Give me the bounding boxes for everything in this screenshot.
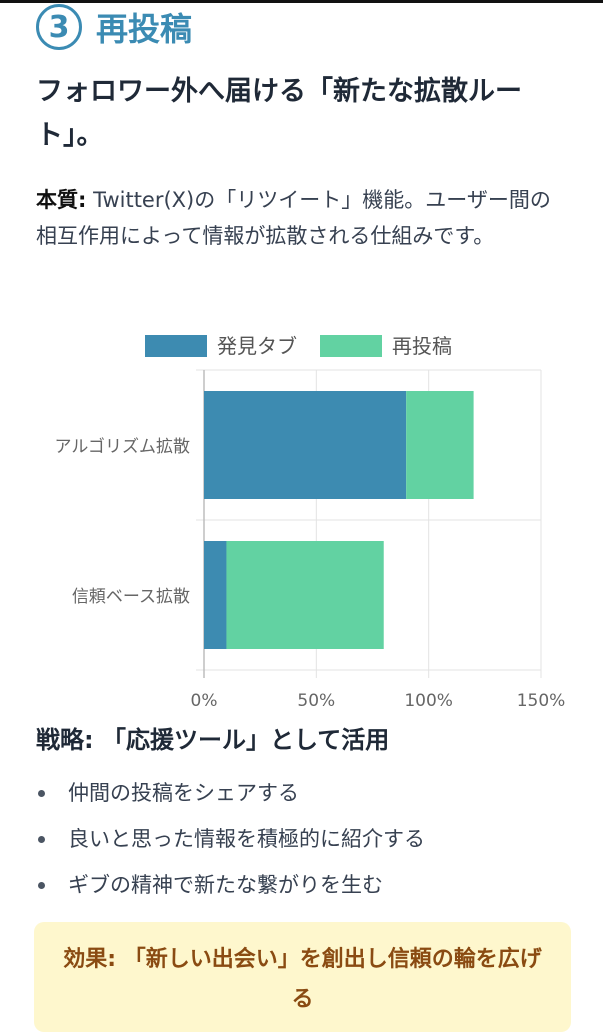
section-subtitle: フォロワー外へ届ける「新たな拡散ルート」。 — [36, 76, 522, 151]
bar-segment — [406, 391, 474, 499]
bullet-dot-icon — [38, 790, 45, 797]
chart-tick-labels: 0% 50% 100% 150% — [191, 691, 566, 711]
legend-label: 発見タブ — [217, 334, 297, 358]
essence-label: 本質: — [36, 188, 87, 212]
list-item: ギブの精神で新たな繋がりを生む — [36, 862, 425, 908]
list-item: 仲間の投稿をシェアする — [36, 770, 425, 816]
legend-label: 再投稿 — [392, 334, 452, 358]
x-tick-label: 50% — [297, 691, 335, 711]
section-header: 3 再投稿 — [36, 4, 192, 50]
x-tick-label: 0% — [191, 691, 218, 711]
bar-segment — [204, 391, 407, 499]
list-item-text: 良いと思った情報を積極的に紹介する — [68, 827, 425, 851]
x-tick-label: 100% — [404, 691, 453, 711]
bar-segment — [204, 541, 227, 649]
list-item: 良いと思った情報を積極的に紹介する — [36, 816, 425, 862]
legend-swatch — [145, 335, 207, 357]
list-item-text: ギブの精神で新たな繋がりを生む — [68, 873, 383, 897]
chart-bars — [204, 391, 474, 649]
legend-swatch — [320, 335, 382, 357]
essence-paragraph: 本質: Twitter(X)の「リツイート」機能。ユーザー間の相互作用によって情… — [36, 182, 571, 254]
section-number-badge: 3 — [36, 4, 82, 50]
chart-legend: 発見タブ 再投稿 — [145, 334, 452, 358]
bar-segment — [226, 541, 384, 649]
section-number: 3 — [48, 9, 70, 45]
effect-text: 効果: 「新しい出会い」を創出し信頼の輪を広げる — [63, 947, 542, 1012]
effect-callout: 効果: 「新しい出会い」を創出し信頼の輪を広げる — [34, 922, 571, 1032]
category-label: 信頼ベース拡散 — [72, 587, 190, 607]
top-edge-bar — [0, 0, 603, 3]
bullet-dot-icon — [38, 836, 45, 843]
strategy-title: 戦略: 「応援ツール」として活用 — [36, 726, 390, 754]
essence-text: Twitter(X)の「リツイート」機能。ユーザー間の相互作用によって情報が拡散… — [36, 188, 551, 248]
category-label: アルゴリズム拡散 — [55, 436, 191, 457]
bullet-dot-icon — [38, 882, 45, 889]
strategy-list: 仲間の投稿をシェアする 良いと思った情報を積極的に紹介する ギブの精神で新たな繋… — [36, 770, 425, 908]
section-title: 再投稿 — [96, 10, 193, 48]
list-item-text: 仲間の投稿をシェアする — [68, 781, 299, 805]
x-tick-label: 150% — [517, 691, 566, 711]
